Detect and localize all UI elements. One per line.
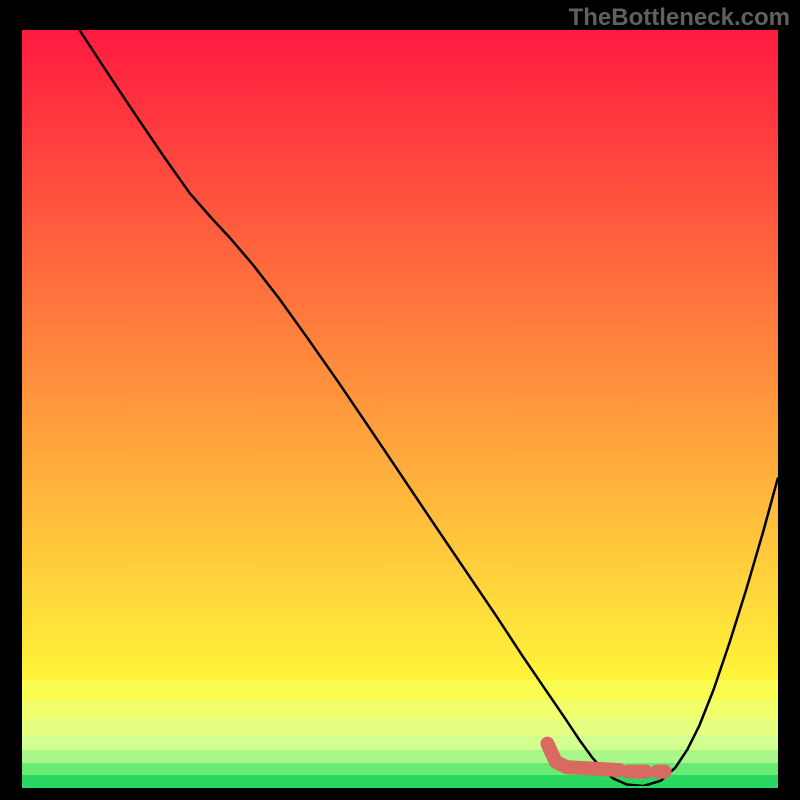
highlight-segment-0 [547,744,619,770]
main-curve [79,30,778,786]
watermark: TheBottleneck.com [569,4,790,32]
plot-area [22,30,778,786]
chart-svg [22,30,778,786]
